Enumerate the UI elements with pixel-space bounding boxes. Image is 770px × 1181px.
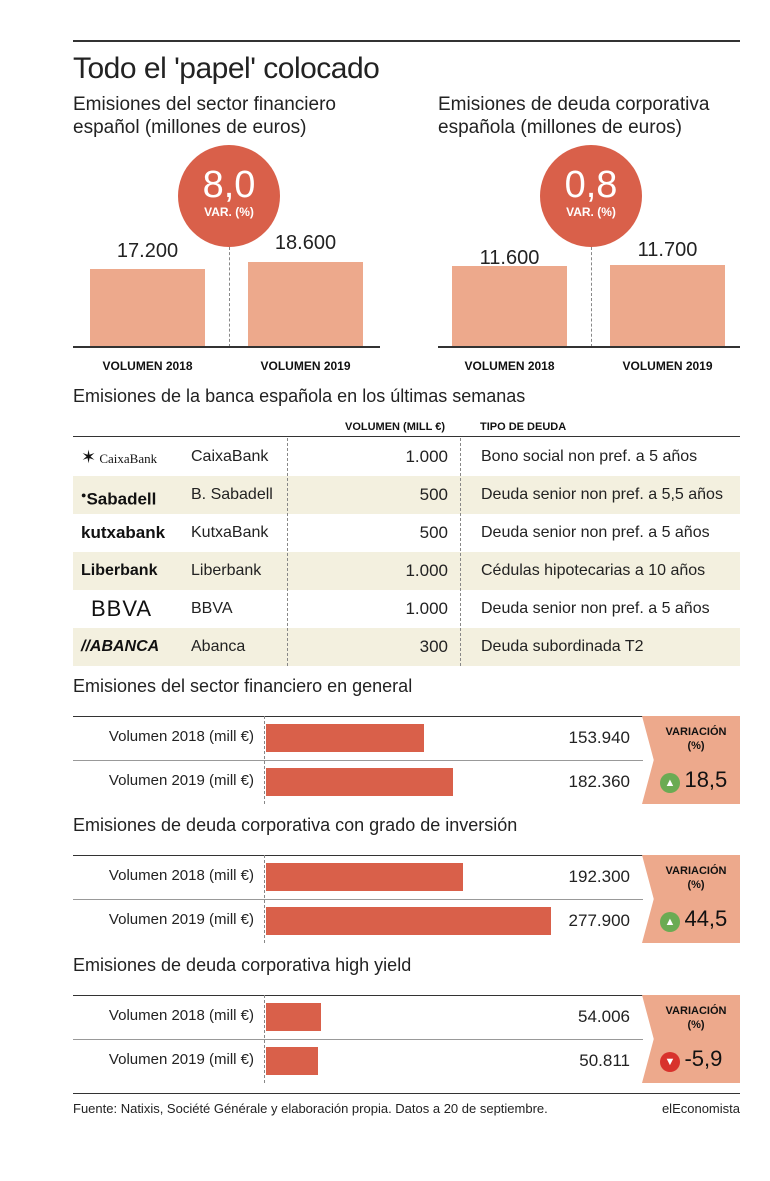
hchart-bar — [266, 907, 551, 935]
hchart-bar — [266, 768, 453, 796]
hchart-value: 277.900 — [568, 911, 630, 930]
abanca-logo: //ABANCA — [81, 638, 160, 655]
table-row: Liberbank Liberbank 1.000 Cédulas hipote… — [73, 552, 740, 590]
chart2-title: Emisiones de deuda corporativa española … — [438, 94, 710, 138]
table-row: BBVA BBVA 1.000 Deuda senior non pref. a… — [73, 590, 740, 628]
hchart-mid-rule — [73, 899, 643, 900]
variation-title: VARIACIÓN — [665, 726, 727, 738]
chart1-cat-2019: VOLUMEN 2019 — [260, 359, 351, 373]
hchart-row-label: Volumen 2019 (mill €) — [108, 1051, 254, 1068]
hchart-bar — [266, 1047, 318, 1075]
variation-value: 18,5 — [684, 767, 728, 792]
table-divider-1 — [287, 438, 288, 666]
hchart-axis — [264, 716, 265, 804]
hchart-title: Emisiones de deuda corporativa high yiel… — [73, 955, 412, 975]
variation-unit: (%) — [687, 740, 705, 752]
arrow-up-icon: ▲ — [660, 772, 680, 793]
table-head-volume: VOLUMEN (MILL €) — [344, 421, 445, 433]
table-head-tipo: TIPO DE DEUDA — [480, 421, 567, 433]
chart1-baseline — [73, 346, 380, 348]
variation-value: 44,5 — [684, 906, 728, 931]
hchart-axis — [264, 855, 265, 943]
hchart-axis — [264, 995, 265, 1083]
chart2-variation-circle: 0,8 VAR. (%) — [540, 145, 642, 247]
arrow-down-icon: ▼ — [660, 1051, 680, 1072]
chart1-variation-value: 8,0 — [202, 164, 256, 206]
chart1-title: Emisiones del sector financiero español … — [73, 94, 336, 138]
hchart-top-rule — [73, 855, 643, 856]
hchart-bar — [266, 724, 424, 752]
chart2-variation-label: VAR. (%) — [566, 205, 616, 219]
hchart-value: 192.300 — [568, 867, 630, 886]
hchart-variation-box — [642, 855, 740, 943]
caixabank-logo: ✶ CaixaBank — [81, 447, 158, 467]
hchart-top-rule — [73, 995, 643, 996]
chart2-divider — [591, 247, 592, 347]
variation-title: VARIACIÓN — [665, 865, 727, 877]
chart1-bar-2019 — [248, 262, 363, 346]
chart1-bar-2018 — [90, 269, 205, 346]
hchart-row-label: Volumen 2019 (mill €) — [108, 772, 254, 789]
chart2-bar1-label: 11.600 — [479, 247, 540, 269]
chart2-baseline — [438, 346, 740, 348]
footer-source: Fuente: Natixis, Société Générale y elab… — [73, 1101, 548, 1116]
hchart-row-label: Volumen 2018 (mill €) — [108, 728, 254, 745]
hchart-bar — [266, 1003, 321, 1031]
hchart-variation-box — [642, 995, 740, 1083]
table-divider-2 — [460, 438, 461, 666]
variation-value: -5,9 — [684, 1046, 723, 1071]
chart2-cat-2018: VOLUMEN 2018 — [464, 359, 555, 373]
table-row: kutxabank KutxaBank 500 Deuda senior non… — [73, 514, 740, 552]
hchart-mid-rule — [73, 760, 643, 761]
hchart-title: Emisiones del sector financiero en gener… — [73, 676, 413, 696]
hchart-row-label: Volumen 2018 (mill €) — [108, 1007, 254, 1024]
hchart-value: 153.940 — [568, 728, 630, 747]
table-title: Emisiones de la banca española en los úl… — [73, 386, 526, 406]
footer-rule — [73, 1093, 740, 1094]
hchart-bar — [266, 863, 463, 891]
table-head-rule — [73, 436, 740, 437]
table-row: //ABANCA Abanca 300 Deuda subordinada T2 — [73, 628, 740, 666]
variation-unit: (%) — [687, 1019, 705, 1031]
liberbank-logo: Liberbank — [81, 562, 158, 579]
footer-brand: elEconomista — [661, 1101, 740, 1116]
variation-title: VARIACIÓN — [665, 1005, 727, 1017]
hchart-top-rule — [73, 716, 643, 717]
page-title: Todo el 'papel' colocado — [73, 52, 380, 85]
variation-unit: (%) — [687, 879, 705, 891]
top-rule — [73, 40, 740, 42]
table-row: ●Sabadell B. Sabadell 500 Deuda senior n… — [73, 476, 740, 514]
chart2-cat-2019: VOLUMEN 2019 — [622, 359, 713, 373]
hchart-value: 182.360 — [568, 772, 630, 791]
hchart-value: 54.006 — [578, 1007, 630, 1026]
chart2-variation-value: 0,8 — [564, 164, 618, 206]
chart1-cat-2018: VOLUMEN 2018 — [102, 359, 193, 373]
sabadell-logo: ●Sabadell — [81, 489, 157, 509]
chart1-bar2-label: 18.600 — [274, 232, 337, 254]
table-row: ✶ CaixaBank CaixaBank 1.000 Bono social … — [73, 438, 740, 476]
hchart-variation-box — [642, 716, 740, 804]
chart2-bar2-label: 11.700 — [637, 239, 698, 261]
arrow-up-icon: ▲ — [660, 911, 680, 932]
hchart-value: 50.811 — [579, 1051, 630, 1070]
hchart-mid-rule — [73, 1039, 643, 1040]
chart1-variation-circle: 8,0 VAR. (%) — [178, 145, 280, 247]
chart1-variation-label: VAR. (%) — [204, 205, 254, 219]
kutxabank-logo: kutxabank — [81, 523, 166, 542]
chart1-bar1-label: 17.200 — [116, 240, 179, 262]
bbva-logo: BBVA — [91, 596, 153, 621]
chart2-bar-2019 — [610, 265, 725, 346]
chart1-divider — [229, 247, 230, 347]
hchart-row-label: Volumen 2019 (mill €) — [108, 911, 254, 928]
hchart-title: Emisiones de deuda corporativa con grado… — [73, 815, 518, 835]
chart2-bar-2018 — [452, 266, 567, 346]
hchart-row-label: Volumen 2018 (mill €) — [108, 867, 254, 884]
